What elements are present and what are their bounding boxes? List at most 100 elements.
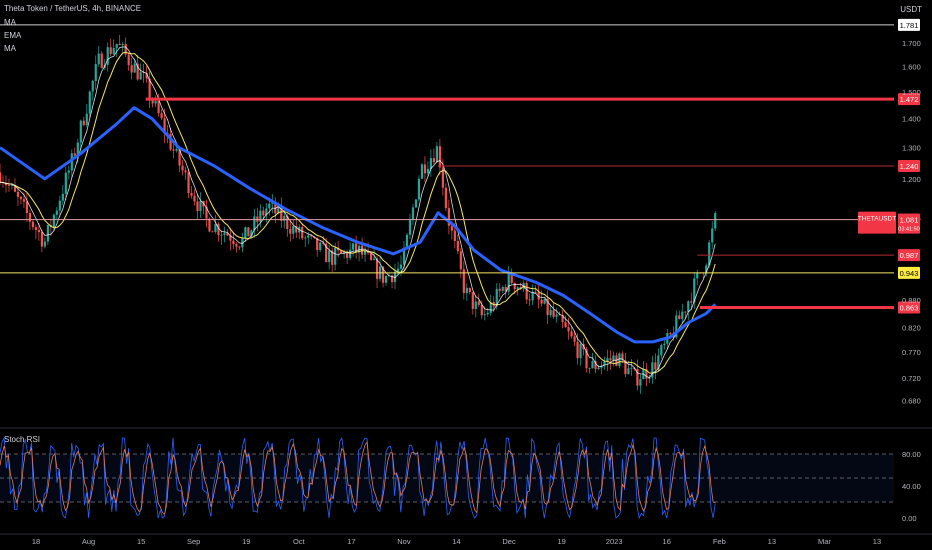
candle-body [423, 164, 427, 174]
level-price-6: 0.863 [900, 303, 919, 312]
candle-body [513, 282, 516, 290]
level-tag-0 [898, 18, 920, 31]
candle-body [507, 272, 510, 292]
candle-body [399, 264, 403, 269]
candle-body [85, 113, 88, 125]
candle-body [151, 99, 154, 104]
candle-body [657, 355, 660, 370]
candle-body [94, 64, 97, 81]
candle-body [253, 216, 256, 231]
indicator-ema[interactable]: EMA [4, 31, 22, 40]
candle-body [498, 288, 501, 291]
candle-body [669, 333, 672, 335]
candle-body [46, 224, 49, 242]
candle-body [283, 215, 286, 221]
price-tick-2: 1.500 [902, 88, 921, 97]
candle-body [76, 142, 79, 156]
candle-body [435, 146, 439, 163]
candle-body [549, 310, 552, 316]
candle-body [169, 134, 172, 150]
candle-body [636, 368, 639, 386]
level-tag-1 [898, 93, 920, 106]
ema-line[interactable] [0, 106, 717, 344]
time-tick-12: 16 [663, 537, 671, 546]
candle-body [369, 253, 373, 260]
candle-body [238, 246, 241, 248]
currency-unit: USDT [900, 5, 922, 14]
candle-body [274, 202, 277, 214]
level-tag-2 [898, 160, 920, 173]
candle-body [226, 233, 229, 236]
ma-fast-line[interactable] [0, 51, 716, 374]
indicator-ma-2[interactable]: MA [4, 44, 16, 53]
candle-body [609, 358, 612, 361]
candle-body [52, 214, 55, 228]
candle-body [501, 287, 504, 291]
symbol-tag[interactable] [858, 211, 896, 234]
stoch-rsi-label[interactable]: Stoch RSI [4, 435, 41, 444]
candle-body [483, 314, 486, 316]
candle-body [148, 78, 151, 100]
candle-body [259, 210, 262, 222]
candle-body [528, 299, 531, 301]
indicator-ma-1[interactable]: MA [4, 18, 16, 27]
candle-body [474, 301, 477, 309]
candle-body [100, 53, 103, 68]
candle-body [603, 361, 606, 366]
candle-body [453, 230, 456, 241]
candle-body [31, 221, 35, 228]
candle-body [705, 265, 708, 274]
candle-body [504, 287, 507, 292]
candle-body [214, 224, 217, 232]
time-tick-6: 17 [347, 537, 355, 546]
candle-body [352, 243, 355, 250]
stoch-d-line[interactable] [0, 440, 716, 515]
symbol-price: 1.081 [900, 216, 919, 225]
candle-body [693, 278, 696, 303]
candle-body [546, 298, 549, 316]
candle-body [346, 251, 349, 258]
candle-body [133, 63, 136, 73]
stoch-tick-2: 0.00 [902, 514, 917, 523]
candle-body [43, 241, 46, 247]
candle-body [687, 301, 690, 312]
candle-body [193, 195, 196, 202]
time-tick-15: Mar [818, 537, 831, 546]
candle-body [576, 341, 579, 359]
ma-short-line[interactable] [0, 46, 716, 379]
candle-body [477, 301, 480, 305]
candle-body [558, 314, 561, 316]
time-tick-4: 19 [242, 537, 250, 546]
candle-body [411, 207, 415, 221]
candle-body [55, 210, 58, 215]
candle-body [681, 311, 684, 320]
candle-body [675, 315, 678, 338]
candle-body [280, 205, 283, 221]
candle-body [109, 47, 112, 54]
candle-body [25, 201, 29, 213]
candle-body [402, 247, 406, 265]
time-tick-13: Feb [713, 537, 726, 546]
price-tick-5: 1.200 [902, 175, 921, 184]
time-tick-1: Aug [82, 537, 95, 546]
time-tick-16: 13 [873, 537, 881, 546]
price-tick-1: 1.600 [902, 63, 921, 72]
candle-body [112, 48, 115, 54]
level-price-5: 0.943 [900, 269, 919, 278]
candle-body [343, 251, 346, 253]
candle-body [597, 367, 600, 370]
candle-body [618, 353, 621, 366]
chart-title: Theta Token / TetherUS, 4h, BINANCE [4, 4, 142, 13]
stoch-k-line[interactable] [0, 436, 716, 520]
candle-body [91, 80, 94, 92]
candle-body [205, 206, 208, 219]
candle-body [564, 322, 567, 328]
candle-body [229, 235, 232, 241]
price-tick-4: 1.300 [902, 144, 921, 153]
candle-body [462, 269, 465, 294]
candle-body [310, 235, 313, 237]
candle-body [250, 230, 253, 237]
candle-body [292, 226, 295, 234]
candle-body [495, 288, 498, 307]
